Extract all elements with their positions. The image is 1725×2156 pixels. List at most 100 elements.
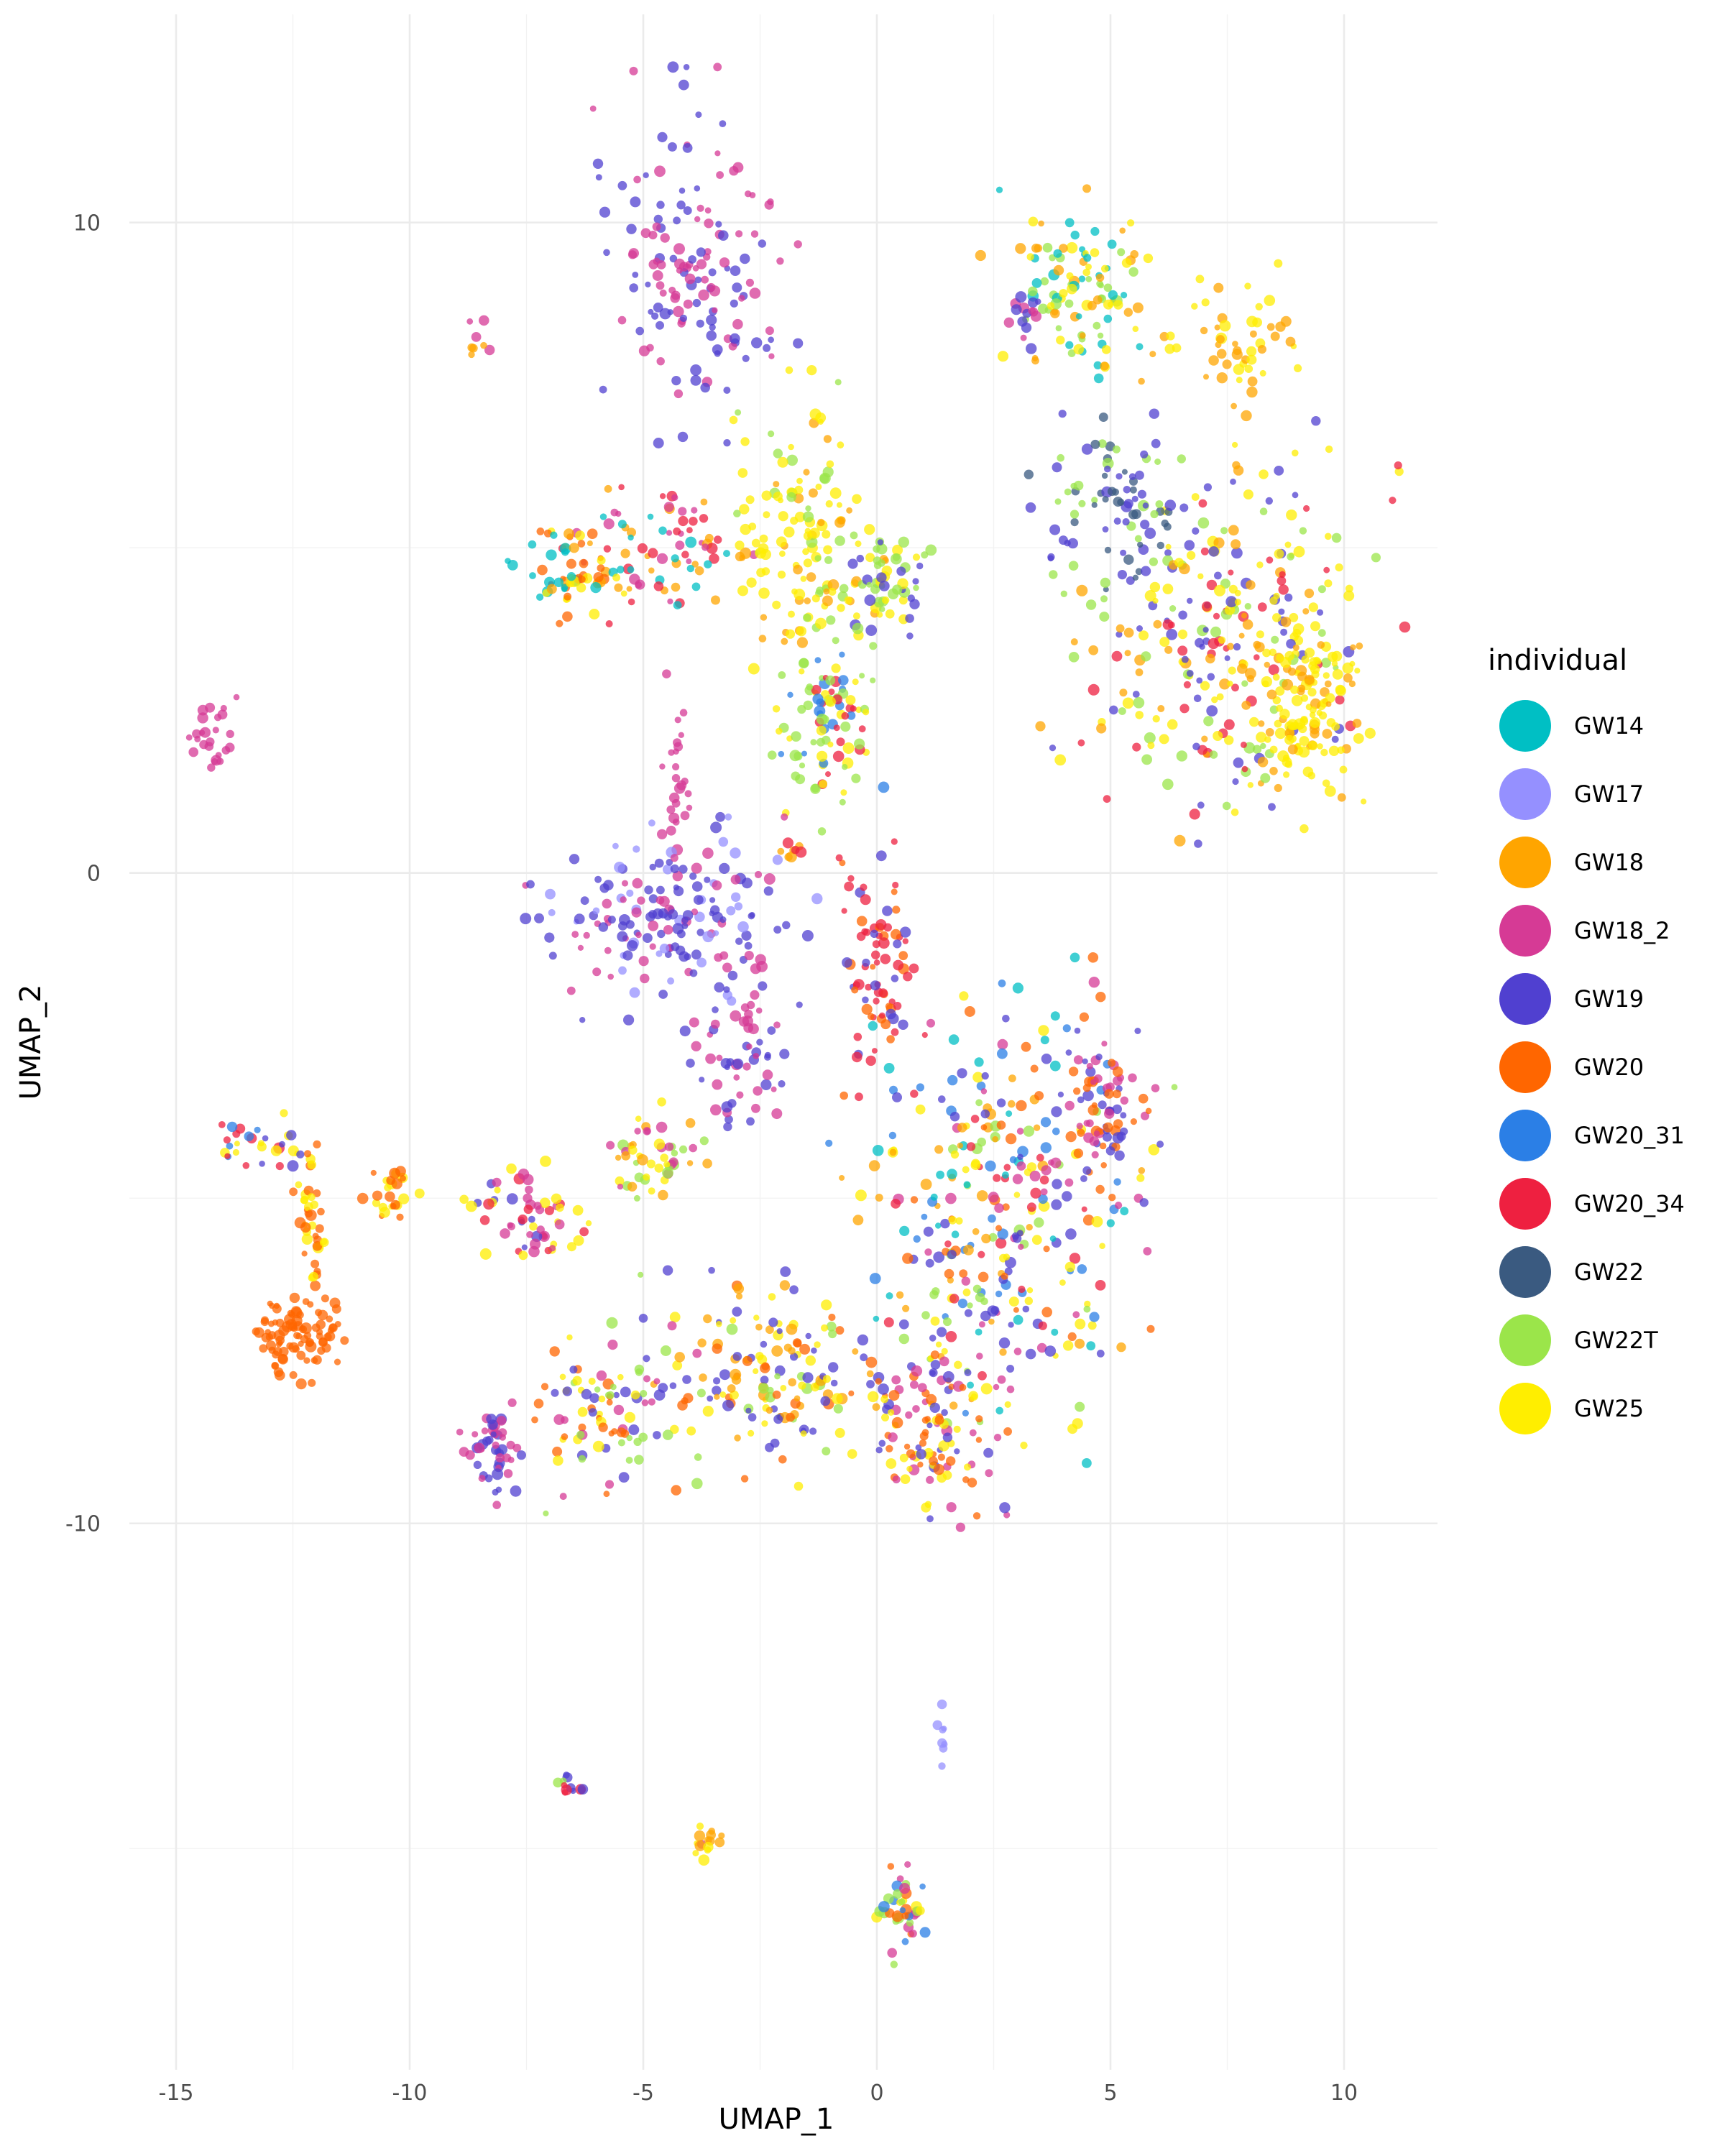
data-point-GW25: [1308, 740, 1318, 750]
data-point-GW19: [1197, 801, 1205, 809]
data-point-GW20_34: [878, 1012, 886, 1019]
data-point-GW18_2: [704, 207, 712, 214]
data-point-GW18: [569, 543, 579, 553]
data-point-GW19: [751, 337, 763, 349]
data-point-GW19: [691, 949, 702, 960]
data-point-GW20: [1095, 1184, 1105, 1194]
data-point-GW25: [906, 1465, 913, 1473]
data-point-GW14: [1051, 1328, 1059, 1336]
data-point-GW18_2: [955, 1522, 965, 1532]
data-point-GW17: [626, 889, 634, 897]
data-point-GW18_2: [684, 790, 692, 798]
data-point-GW20_34: [678, 515, 689, 527]
data-point-GW20: [1073, 1148, 1084, 1158]
data-point-GW18_2: [794, 240, 802, 249]
legend-label: GW22T: [1574, 1327, 1658, 1354]
data-point-GW19: [811, 1348, 817, 1354]
data-point-GW22T: [1162, 778, 1174, 791]
data-point-GW20_31: [899, 1907, 906, 1914]
data-point-GW22T: [806, 683, 814, 691]
data-point-GW17: [545, 888, 556, 900]
data-point-GW25: [1084, 1300, 1091, 1308]
data-point-GW20_34: [853, 1033, 862, 1041]
data-point-GW19: [999, 1502, 1011, 1514]
data-point-GW20_34: [1103, 795, 1111, 803]
data-point-GW18_2: [926, 1018, 935, 1028]
data-point-GW18: [1238, 632, 1245, 639]
data-point-GW19: [732, 1352, 742, 1361]
data-point-GW18: [686, 1160, 694, 1166]
data-point-GW18_2: [199, 740, 208, 750]
data-point-GW20: [1108, 1059, 1116, 1067]
data-point-GW14: [1106, 1219, 1115, 1227]
data-point-GW18: [1266, 323, 1275, 331]
data-point-GW18_2: [1089, 1136, 1100, 1146]
data-point-GW18: [1008, 1100, 1016, 1108]
data-point-GW25: [1302, 766, 1314, 778]
data-point-GW20_34: [1394, 461, 1402, 470]
data-point-GW20_31: [921, 1213, 928, 1220]
data-point-GW18: [868, 1160, 880, 1171]
data-point-GW25: [1228, 666, 1236, 675]
data-point-GW19: [681, 916, 689, 923]
data-point-GW25: [876, 612, 883, 618]
data-point-GW18_2: [185, 734, 193, 741]
data-point-GW18_2: [666, 805, 676, 814]
data-point-GW22T: [975, 1099, 983, 1107]
data-point-GW20: [786, 1412, 795, 1422]
data-point-GW25: [1246, 346, 1257, 356]
data-point-GW19: [1179, 503, 1189, 512]
data-point-GW25: [1301, 655, 1310, 664]
data-point-GW25: [698, 1854, 710, 1866]
data-point-GW25: [803, 558, 812, 568]
data-point-GW19: [809, 1427, 817, 1435]
data-point-GW25: [827, 741, 834, 747]
data-point-GW20_34: [841, 908, 847, 914]
data-point-GW22T: [876, 543, 888, 555]
data-point-GW22T: [1117, 248, 1126, 257]
data-point-GW18: [1322, 729, 1333, 739]
data-point-GW25: [1186, 550, 1196, 560]
data-point-GW25: [1325, 533, 1332, 540]
data-point-GW18: [902, 1304, 910, 1312]
data-point-GW18_2: [662, 669, 671, 678]
data-point-GW18: [546, 584, 557, 594]
data-point-GW25: [1269, 648, 1277, 657]
data-point-GW20: [620, 1429, 630, 1438]
data-point-GW20_34: [709, 553, 719, 564]
data-point-GW22T: [634, 1455, 644, 1465]
data-point-GW20: [303, 1185, 314, 1196]
data-point-GW25: [657, 1097, 666, 1107]
data-point-GW18: [1265, 728, 1274, 737]
data-point-GW22T: [839, 584, 849, 594]
data-point-GW20: [967, 1478, 978, 1488]
data-point-GW22T: [766, 1386, 774, 1394]
data-point-GW20_31: [998, 979, 1006, 987]
data-point-GW25: [796, 477, 803, 484]
data-point-GW20: [1130, 1118, 1137, 1125]
data-point-GW19: [896, 566, 906, 576]
data-point-GW19: [506, 1193, 518, 1205]
data-point-GW18: [866, 1370, 874, 1378]
data-point-GW18_2: [1120, 1096, 1129, 1105]
data-point-GW20_34: [970, 1115, 980, 1123]
data-point-GW20_31: [888, 1131, 897, 1140]
data-point-GW18: [708, 1828, 716, 1835]
data-point-GW20_34: [242, 1162, 250, 1169]
data-point-GW18_2: [689, 1143, 697, 1153]
data-point-GW19: [1331, 735, 1339, 743]
data-point-GW22T: [1171, 1084, 1178, 1091]
data-point-GW20_34: [605, 620, 613, 627]
data-point-GW14: [685, 536, 697, 548]
data-point-GW18: [786, 851, 797, 863]
data-point-GW25: [855, 540, 862, 548]
data-point-GW19: [682, 143, 693, 153]
data-point-GW19: [653, 214, 663, 224]
data-point-GW19: [1002, 1015, 1010, 1023]
data-point-GW25: [964, 1463, 971, 1471]
data-point-GW25: [1085, 263, 1092, 270]
data-point-GW22T: [758, 1383, 769, 1394]
data-point-GW19: [764, 1054, 771, 1061]
data-point-GW20_34: [910, 1089, 919, 1098]
data-point-GW25: [1026, 253, 1034, 261]
